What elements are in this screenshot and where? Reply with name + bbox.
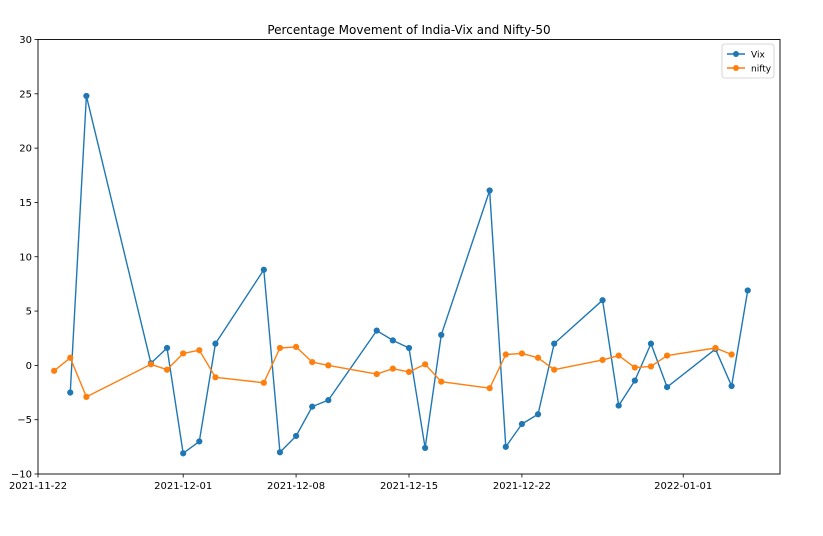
data-point bbox=[292, 432, 300, 440]
data-point bbox=[502, 351, 509, 358]
data-point bbox=[599, 297, 606, 304]
data-point bbox=[486, 187, 493, 194]
data-point bbox=[631, 364, 638, 371]
data-point bbox=[631, 377, 638, 384]
data-point bbox=[196, 438, 203, 445]
data-point bbox=[615, 352, 622, 359]
data-point bbox=[260, 379, 267, 386]
data-point bbox=[647, 363, 655, 370]
data-point bbox=[276, 344, 284, 352]
data-point bbox=[260, 266, 267, 273]
data-point bbox=[599, 356, 606, 364]
data-point bbox=[51, 367, 58, 374]
data-point bbox=[67, 354, 74, 361]
data-point bbox=[212, 340, 219, 347]
data-point bbox=[309, 403, 316, 410]
y-tick-label: −5 bbox=[17, 415, 32, 426]
data-point bbox=[422, 444, 429, 452]
y-tick-label: 0 bbox=[26, 361, 32, 372]
y-tick-label: 5 bbox=[26, 307, 32, 318]
legend-item-nifty: nifty bbox=[727, 65, 772, 75]
data-point bbox=[292, 343, 300, 351]
series-line bbox=[69, 95, 749, 455]
x-tick-label: 2021-11-22 bbox=[9, 481, 67, 492]
data-point bbox=[518, 350, 526, 357]
data-point bbox=[712, 344, 719, 352]
data-point bbox=[486, 385, 493, 392]
data-point bbox=[534, 354, 542, 361]
y-tick-label: 10 bbox=[19, 252, 32, 263]
y-tick-label: 30 bbox=[19, 35, 32, 46]
data-point bbox=[147, 361, 155, 368]
plot-frame bbox=[37, 39, 781, 475]
data-point bbox=[325, 362, 332, 369]
data-point bbox=[502, 443, 509, 450]
legend-label: Vix bbox=[751, 51, 765, 61]
data-point bbox=[163, 344, 171, 352]
legend-marker bbox=[733, 65, 739, 71]
x-tick-label: 2022-01-01 bbox=[654, 481, 712, 492]
data-point bbox=[728, 351, 735, 358]
data-point bbox=[389, 337, 396, 344]
data-point bbox=[163, 366, 171, 373]
data-point bbox=[438, 331, 445, 339]
y-tick-label: 25 bbox=[19, 89, 32, 100]
y-tick-label: 15 bbox=[19, 198, 32, 209]
y-tick-label: 20 bbox=[19, 144, 32, 155]
data-point bbox=[373, 327, 380, 334]
x-axis: 2021-11-22 2021-12-01 2021-12-08 2021-12-15… bbox=[9, 474, 712, 492]
data-point bbox=[663, 384, 671, 391]
data-point bbox=[534, 411, 542, 418]
chart-title: Percentage Movement of India-Vix and Nif… bbox=[267, 23, 550, 37]
x-tick-label: 2021-12-01 bbox=[154, 481, 212, 492]
y-axis: −10 −5 0 5 10 15 20 25 30 bbox=[11, 35, 38, 481]
data-point bbox=[405, 368, 413, 375]
data-point bbox=[615, 402, 622, 409]
data-point bbox=[83, 92, 90, 100]
data-point bbox=[83, 393, 90, 400]
x-tick-label: 2021-12-08 bbox=[267, 481, 325, 492]
data-point bbox=[309, 359, 316, 366]
data-point bbox=[180, 450, 187, 457]
data-point bbox=[373, 370, 380, 378]
data-point bbox=[67, 389, 74, 396]
legend-label: nifty bbox=[751, 65, 772, 75]
legend-item-vix: Vix bbox=[727, 51, 765, 61]
x-tick-label: 2021-12-22 bbox=[493, 481, 551, 492]
data-point bbox=[389, 365, 396, 372]
data-point bbox=[551, 340, 558, 347]
data-point bbox=[180, 350, 187, 357]
data-point bbox=[728, 382, 735, 390]
data-point bbox=[212, 374, 219, 381]
data-point bbox=[518, 420, 526, 428]
series-nifty bbox=[51, 343, 735, 400]
data-point bbox=[405, 344, 413, 352]
series-line bbox=[53, 346, 732, 398]
data-point bbox=[276, 449, 284, 456]
x-tick-label: 2021-12-15 bbox=[380, 481, 438, 492]
data-point bbox=[647, 340, 655, 347]
plot-area bbox=[51, 92, 751, 457]
data-point bbox=[663, 352, 671, 359]
data-point bbox=[438, 378, 445, 385]
y-tick-label: −10 bbox=[11, 470, 32, 481]
data-point bbox=[551, 366, 558, 373]
data-point bbox=[744, 287, 751, 294]
legend-marker bbox=[733, 51, 739, 57]
series-vix bbox=[67, 92, 751, 457]
data-point bbox=[325, 397, 332, 404]
legend: Vix nifty bbox=[721, 43, 775, 79]
data-point bbox=[196, 347, 203, 354]
data-point bbox=[422, 361, 429, 368]
